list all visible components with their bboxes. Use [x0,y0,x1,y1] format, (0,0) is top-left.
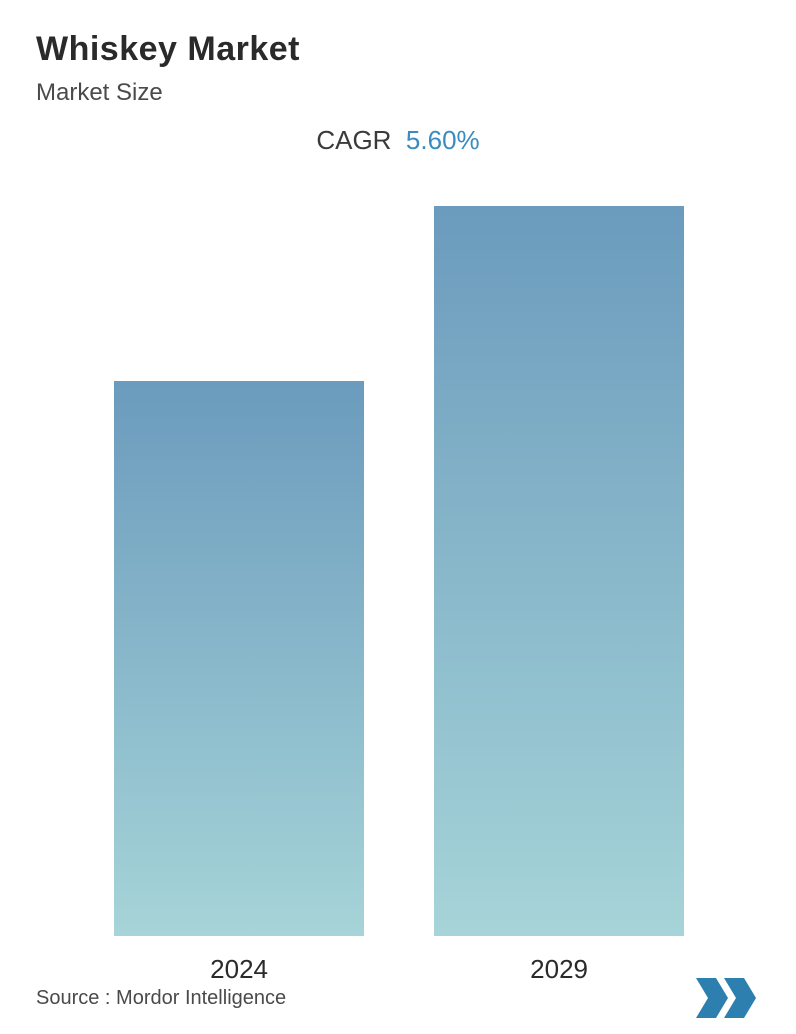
brand-logo-icon [694,978,760,1018]
source-text: Source : Mordor Intelligence [36,987,286,1010]
cagr-label: CAGR [316,125,391,155]
chart-subtitle: Market Size [36,79,760,107]
cagr-value: 5.60% [406,125,480,155]
bar-2024 [114,381,364,936]
footer: Source : Mordor Intelligence [36,978,760,1018]
bar-fill [114,381,364,936]
bar-fill [434,206,684,936]
plot-area: 20242029 [36,206,760,936]
bar-2029 [434,206,684,936]
chart-container: Whiskey Market Market Size CAGR 5.60% 20… [0,0,796,1034]
cagr-row: CAGR 5.60% [36,125,760,156]
chart-title: Whiskey Market [36,30,760,69]
